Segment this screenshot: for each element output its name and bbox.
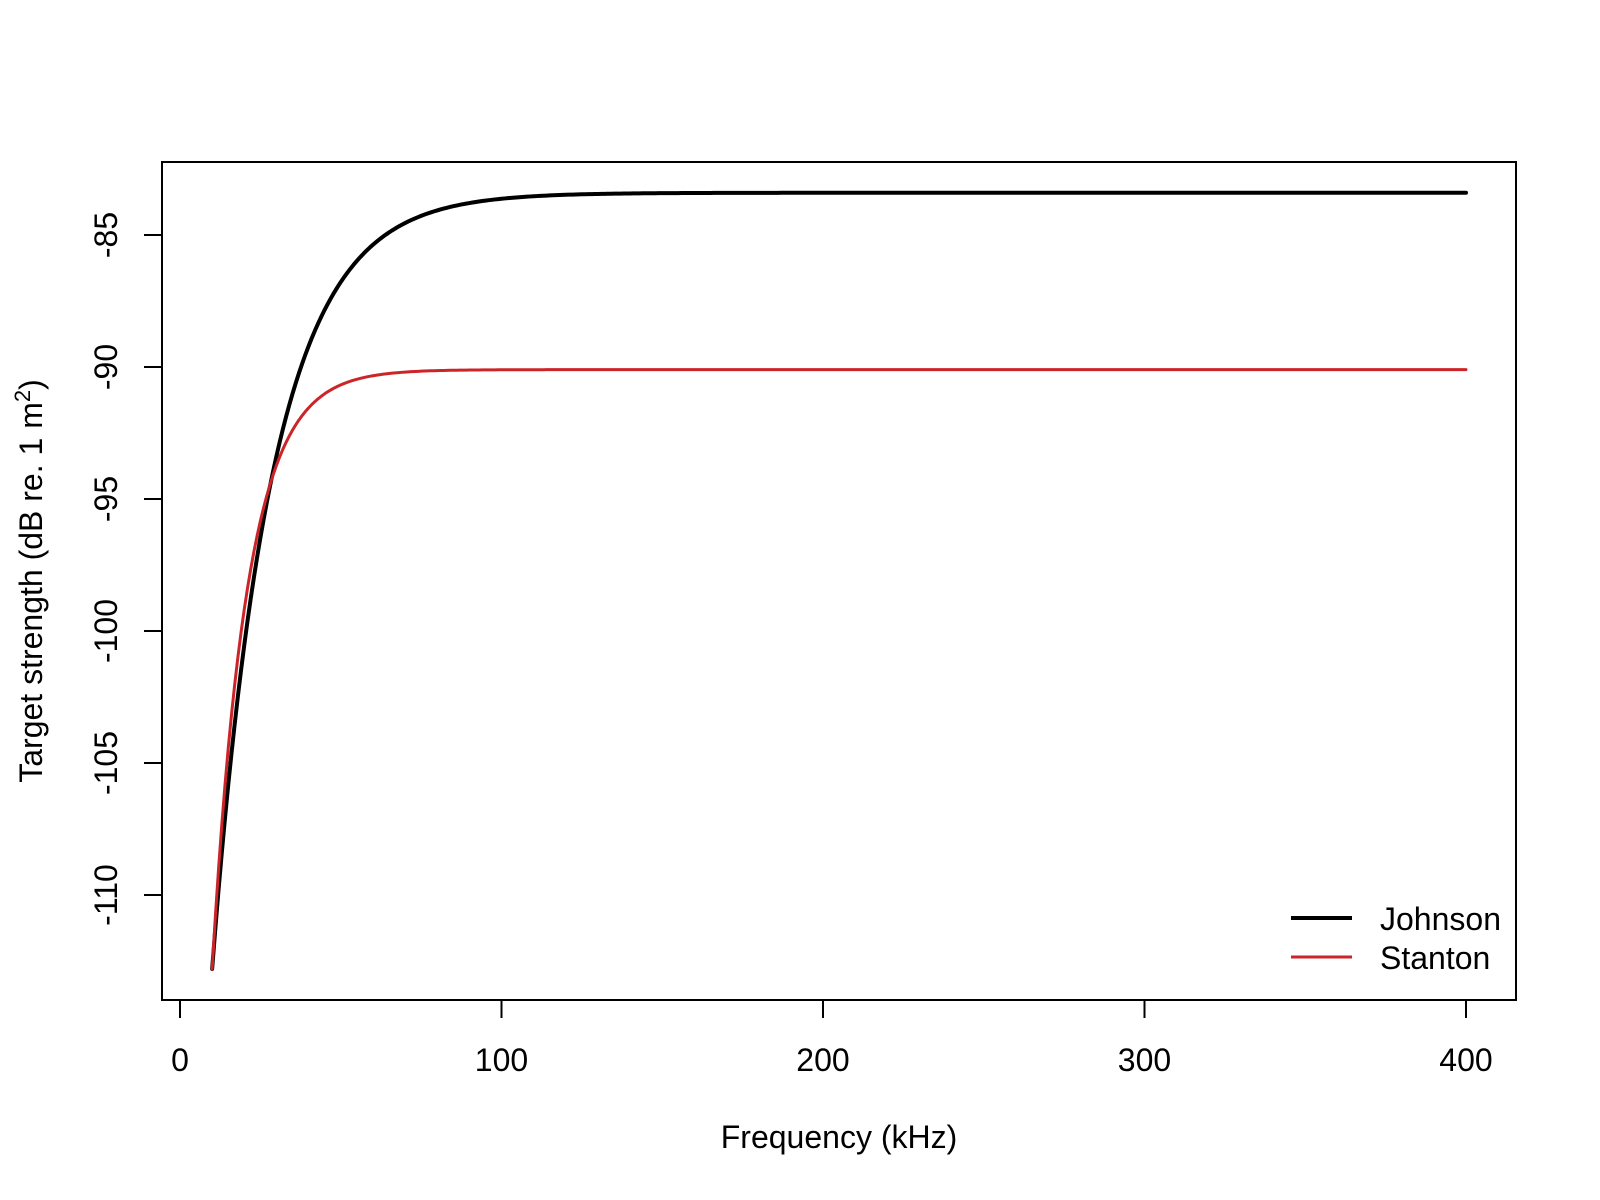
x-tick-label: 300 [1118,1042,1171,1078]
y-tick-label: -105 [88,731,124,795]
plot-frame [161,161,1517,1001]
x-axis: 0 100 200 300 400 [171,999,1493,1078]
series-layer [210,190,1468,971]
y-tick-label: -110 [88,864,124,926]
legend: Johnson Stanton [1291,901,1501,976]
x-axis-title: Frequency (kHz) [721,1119,958,1155]
y-tick-label: -100 [88,599,124,663]
series-line-johnson [210,190,1468,971]
y-axis: -110 -105 -100 -95 -90 -85 [88,212,163,926]
y-axis-title-superscript: 2 [10,390,35,402]
y-tick-label: -85 [88,212,124,258]
series-line-stanton [210,368,1468,971]
y-axis-title: Target strength (dB re. 1 m2) [10,379,49,783]
x-tick-label: 100 [475,1042,528,1078]
x-tick-label: 200 [796,1042,849,1078]
legend-label-stanton: Stanton [1380,940,1490,976]
y-tick-label: -90 [88,344,124,390]
y-tick-label: -95 [88,476,124,522]
legend-label-johnson: Johnson [1380,901,1501,937]
x-tick-label: 400 [1439,1042,1492,1078]
x-tick-label: 0 [171,1042,189,1078]
